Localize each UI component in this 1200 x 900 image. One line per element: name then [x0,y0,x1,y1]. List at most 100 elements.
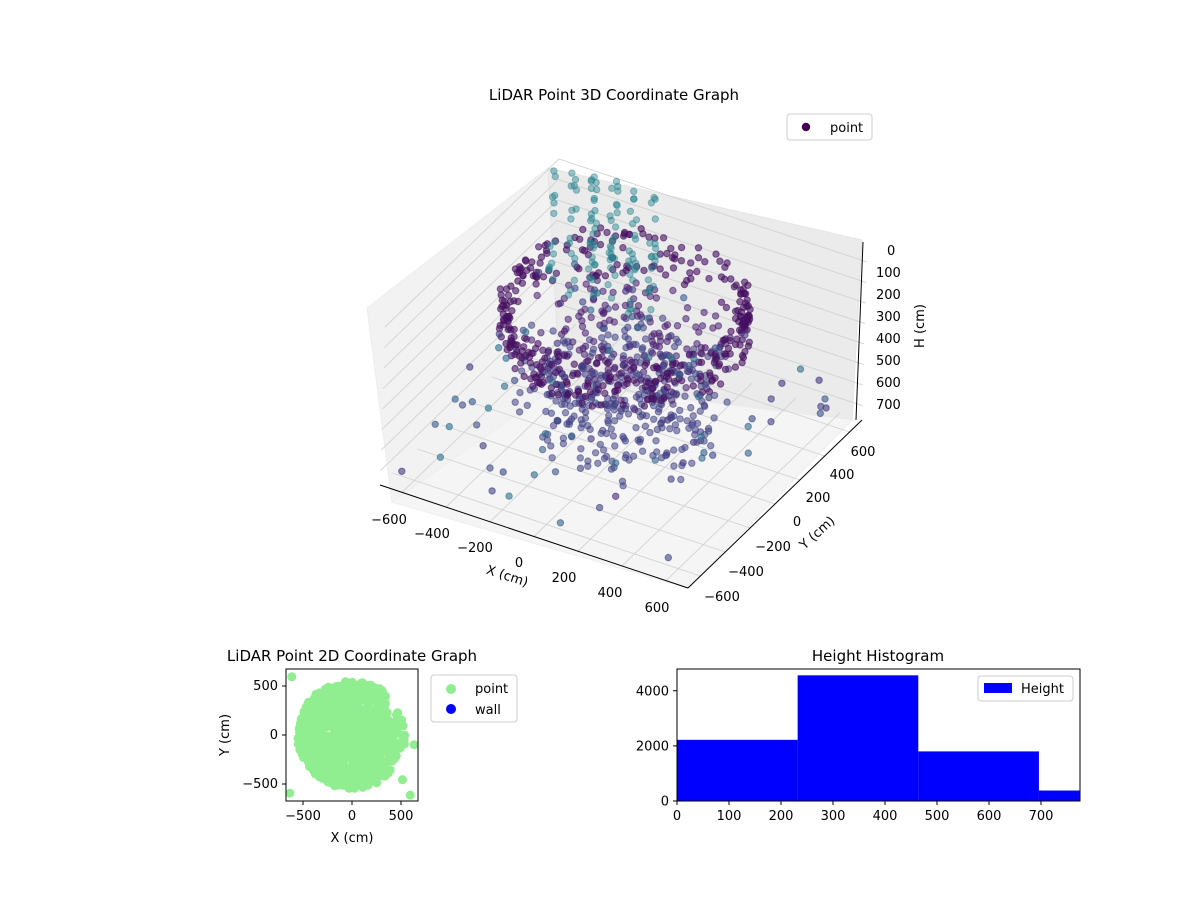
3d-point [651,240,659,248]
3d-point [588,258,596,266]
3d-point [586,274,594,282]
3d-point [590,173,598,181]
histogram-bars [677,675,1080,801]
3d-point [589,296,598,304]
3d-point [538,445,547,454]
3d-point [717,298,726,306]
3d-point [631,264,639,273]
3d-point [655,343,664,351]
3d-point [548,360,556,369]
3d-point [548,389,556,398]
3d-point [689,438,698,446]
3d-point [533,291,541,300]
3d-point [641,361,649,370]
3d-point [778,379,786,387]
3d-point [589,271,597,279]
2d-point [335,739,345,749]
3d-point [697,372,705,380]
3d-point [628,312,636,321]
3d-point [628,250,636,258]
3d-point [571,391,580,399]
3d-point [545,263,553,271]
3d-point [700,448,708,457]
3d-point [651,215,659,223]
3d-point [611,271,619,280]
3d-point [624,323,632,331]
3d-point [655,405,663,413]
3d-point [587,306,595,314]
3d-point [591,206,599,215]
3d-point [530,471,538,479]
3d-point [663,383,671,391]
2d-x-tick: 0 [348,809,356,824]
3d-point [638,313,646,321]
3d-point [608,238,617,246]
3d-point [499,468,507,476]
histogram-x-tick: 500 [925,809,950,824]
3d-point [566,402,574,410]
histogram-legend-label: Height [1021,682,1064,697]
3d-point [551,237,560,245]
2d-point [321,712,331,722]
3d-y-tick: 0 [793,515,801,530]
3d-point [468,398,476,406]
3d-z-axis-label: H (cm) [913,304,928,348]
3d-z-tick: 0 [887,244,895,259]
3d-point [576,464,585,472]
3d-point [541,430,550,438]
3d-point [741,278,749,286]
3d-point [606,346,614,355]
3d-point [624,410,633,418]
3d-point [710,414,718,422]
3d-point [681,392,689,400]
3d-point [511,265,520,273]
2d-point [381,708,391,718]
2d-point [308,763,318,773]
3d-y-tick: 200 [806,491,831,506]
histogram-bar [677,739,798,801]
3d-point [550,199,558,207]
3d-point [696,407,704,415]
3d-point [571,175,580,184]
3d-point [705,393,713,402]
3d-point [505,492,513,500]
2d-point [346,693,356,703]
3d-point [488,487,496,495]
3d-point [589,230,597,238]
3d-point [685,361,693,370]
3d-point [738,351,747,360]
3d-point [679,459,687,467]
2d-legend-marker-point [446,684,456,694]
3d-point [669,264,678,272]
3d-point [705,274,713,283]
3d-point [592,219,601,227]
2d-point [311,731,320,741]
chart-3d-scatter: LiDAR Point 3D Coordinate Graph −600 −40… [366,86,928,616]
3d-point [561,409,570,417]
3d-point [553,417,562,425]
3d-point [603,228,611,237]
2d-point [409,740,418,750]
3d-point [619,244,627,252]
3d-point [605,249,613,257]
2d-point [357,678,367,688]
3d-point [519,272,527,280]
3d-point [701,402,709,411]
3d-points [398,167,830,562]
3d-point [590,337,598,346]
3d-point [666,425,674,433]
2d-point [320,693,330,703]
3d-point [589,244,597,252]
3d-point [576,454,584,462]
3d-point [687,403,695,412]
3d-point [629,195,638,203]
3d-point [591,241,599,249]
3d-point [651,456,659,464]
3d-point [676,415,684,423]
2d-point [349,768,359,778]
3d-point [497,291,505,299]
histogram-title: Height Histogram [812,647,944,665]
2d-point [355,730,365,740]
3d-point [587,210,595,218]
2d-legend: point wall [430,674,518,723]
